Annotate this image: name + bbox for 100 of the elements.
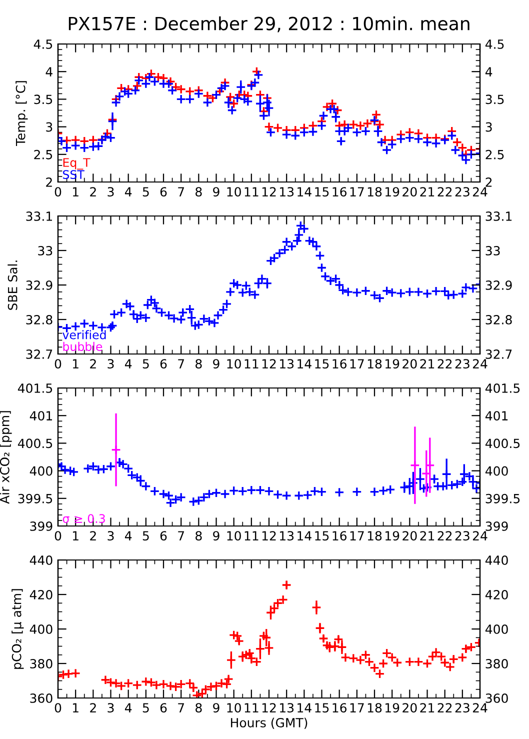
x-tick-label: 17	[350, 359, 364, 368]
x-tick-label: 1	[72, 531, 78, 540]
x-tick-label: 6	[160, 187, 167, 197]
x-tick-label: 22	[438, 187, 452, 196]
x-tick-label: 16	[332, 359, 346, 369]
x-tick-label: 24	[472, 703, 488, 712]
y-tick-label: 4.5	[34, 40, 52, 49]
x-tick-label: 18	[368, 531, 382, 541]
y2-tick-label: 32.9	[486, 280, 512, 290]
x-tick-label: 5	[142, 531, 149, 541]
x-tick-label: 0	[54, 703, 62, 713]
x-tick-label: 8	[196, 359, 202, 369]
y2-tick-label: 440	[485, 555, 508, 565]
x-tick-label: 20	[402, 703, 417, 713]
x-tick-label: 0	[54, 531, 62, 541]
x-tick-label: 4	[124, 187, 132, 196]
x-tick-label: 22	[438, 703, 452, 712]
x-tick-label: 12	[262, 531, 276, 540]
x-tick-label: 17	[350, 703, 364, 712]
y2-tick-label: 400.5	[485, 438, 520, 448]
x-tick-label: 13	[280, 531, 294, 541]
x-tick-label: 22	[438, 531, 452, 540]
x-tick-label: 16	[332, 187, 346, 197]
legend-label: bubble	[63, 342, 102, 352]
y2-tick-label: 380	[486, 658, 508, 668]
x-tick-label: 14	[298, 703, 312, 712]
y2-tick-label: 3	[486, 122, 492, 132]
x-tick-label: 6	[160, 703, 167, 713]
x-tick-label: 9	[213, 359, 220, 369]
y-tick-label: 420	[30, 590, 52, 600]
x-tick-label: 24	[472, 187, 488, 196]
x-tick-label: 9	[213, 187, 220, 197]
x-tick-label: 16	[332, 703, 346, 713]
x-tick-label: 8	[196, 187, 202, 197]
x-tick-label: 2	[90, 187, 96, 196]
y-tick-label: 33.1	[26, 211, 52, 221]
x-tick-label: 16	[332, 531, 346, 541]
x-tick-label: 14	[298, 359, 312, 368]
x-tick-label: 18	[368, 187, 382, 197]
x-tick-label: 2	[90, 359, 96, 368]
y-tick-label: 400.5	[18, 438, 52, 448]
y2-tick-label: 360	[486, 693, 508, 703]
x-tick-label: 4	[124, 359, 132, 368]
y2-tick-label: 400	[485, 624, 508, 634]
y2-tick-label: 32.7	[486, 349, 512, 359]
x-tick-label: 19	[386, 703, 400, 713]
x-tick-label: 22	[438, 359, 452, 368]
chart-title: PX157E : December 29, 2012 : 10min. mean	[68, 16, 470, 32]
x-tick-label: 15	[315, 187, 329, 197]
series-label: SST	[63, 170, 84, 180]
y2-tick-label: 33.1	[486, 211, 512, 221]
x-tick-label: 5	[142, 703, 149, 713]
x-tick-label: 18	[368, 703, 382, 713]
x-tick-label: 1	[72, 187, 78, 196]
x-tick-label: 9	[213, 531, 220, 541]
x-tick-label: 2	[90, 531, 96, 540]
y2-tick-label: 420	[485, 590, 508, 600]
x-tick-label: 5	[142, 187, 149, 197]
x-tick-label: 20	[402, 187, 417, 197]
y-tick-label: 2	[46, 177, 52, 187]
y2-tick-label: 400	[485, 466, 508, 476]
x-axis-title: Hours (GMT)	[231, 718, 308, 729]
x-tick-label: 3	[108, 359, 114, 369]
x-tick-label: 13	[280, 359, 294, 369]
x-tick-label: 3	[108, 703, 114, 713]
x-tick-label: 3	[108, 187, 114, 197]
y2-tick-label: 399	[486, 521, 508, 531]
y-tick-label: 32.7	[26, 349, 52, 359]
x-tick-label: 17	[350, 187, 364, 196]
x-tick-label: 6	[160, 359, 167, 369]
y-tick-label: 399	[30, 521, 52, 531]
x-tick-label: 7	[178, 531, 184, 540]
x-tick-label: 20	[402, 531, 417, 541]
y-tick-label: 32.9	[26, 280, 52, 290]
x-tick-label: 5	[142, 359, 149, 369]
y2-tick-label: 33	[486, 246, 500, 256]
x-tick-label: 10	[227, 703, 241, 713]
y2-tick-label: 401.5	[485, 383, 520, 393]
x-tick-label: 19	[386, 531, 400, 541]
x-tick-label: 10	[227, 187, 241, 197]
x-tick-label: 14	[298, 531, 312, 540]
x-tick-label: 20	[402, 359, 417, 369]
y-tick-label: 401	[30, 411, 52, 421]
x-tick-label: 1	[72, 359, 78, 368]
x-tick-label: 23	[455, 531, 470, 541]
x-tick-label: 19	[386, 359, 400, 369]
x-tick-label: 4	[124, 703, 132, 712]
x-tick-label: 14	[298, 187, 312, 196]
x-tick-label: 7	[178, 359, 184, 368]
y-tick-label: 33	[38, 246, 52, 256]
y2-tick-label: 3.5	[486, 94, 504, 104]
y2-tick-label: 4	[485, 67, 492, 76]
x-tick-label: 21	[420, 703, 434, 712]
y-axis-title: pCO₂ [μ atm]	[12, 589, 24, 669]
x-tick-label: 8	[196, 531, 202, 541]
x-tick-label: 1	[72, 703, 78, 712]
series-label: verified	[62, 330, 106, 340]
x-tick-label: 4	[124, 531, 132, 540]
x-tick-label: 15	[315, 703, 329, 713]
y2-tick-label: 2	[486, 177, 492, 187]
